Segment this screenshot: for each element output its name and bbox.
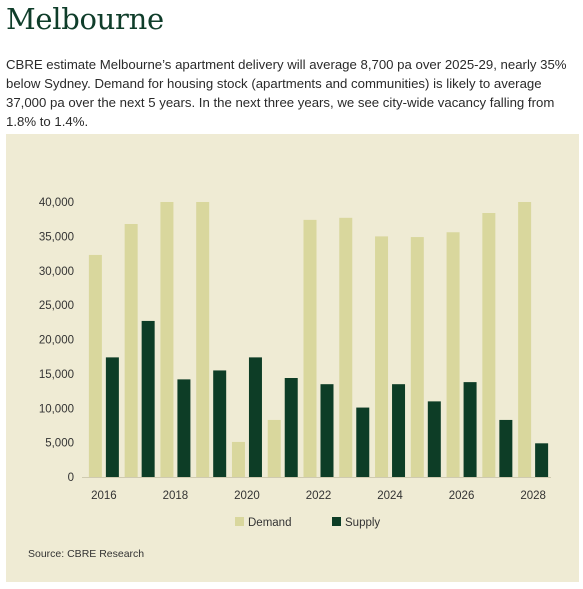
y-tick-label: 0	[68, 472, 74, 484]
y-tick-label: 40,000	[39, 197, 74, 209]
demand-bar	[124, 224, 138, 477]
x-tick-label: 2024	[377, 490, 403, 502]
supply-bar	[213, 370, 227, 477]
supply-bar	[248, 357, 262, 477]
x-tick-label: 2018	[163, 490, 189, 502]
demand-bar	[518, 202, 532, 477]
x-tick-label: 2020	[234, 490, 260, 502]
chart-panel: 0 5,000 10,000 15,000 20,000 25,000 30,000 35,0…	[6, 134, 579, 582]
y-tick-label: 5,000	[45, 438, 74, 450]
demand-bar	[160, 202, 174, 477]
supply-bar	[535, 443, 549, 477]
y-tick-label: 15,000	[39, 369, 74, 381]
x-tick-label: 2026	[449, 490, 475, 502]
supply-bar	[356, 407, 370, 477]
demand-bar	[303, 219, 317, 477]
y-tick-label: 30,000	[39, 266, 74, 278]
demand-bar	[196, 202, 210, 477]
supply-bar	[499, 419, 513, 477]
supply-bar	[427, 401, 441, 477]
y-tick-label: 25,000	[39, 300, 74, 312]
supply-bar	[320, 384, 334, 477]
supply-bar	[177, 379, 191, 477]
y-tick-label: 20,000	[39, 335, 74, 347]
intro-paragraph: CBRE estimate Melbourne’s apartment deli…	[6, 57, 567, 129]
supply-bar	[105, 357, 119, 477]
legend-label: Supply	[345, 517, 380, 529]
demand-bar	[231, 441, 245, 477]
legend-label: Demand	[248, 517, 291, 529]
x-tick-label: 2028	[520, 490, 546, 502]
chart-source: Source: CBRE Research	[28, 548, 145, 560]
demand-bar	[482, 213, 496, 477]
legend-swatch	[235, 517, 244, 526]
x-tick-label: 2016	[91, 490, 117, 502]
legend-swatch	[332, 517, 341, 526]
demand-bar	[267, 419, 281, 477]
supply-bar	[392, 384, 406, 477]
x-tick-label: 2022	[306, 490, 332, 502]
demand-bar	[446, 232, 460, 477]
bar-chart: 0 5,000 10,000 15,000 20,000 25,000 30,000 35,0…	[39, 197, 551, 529]
y-tick-label: 35,000	[39, 231, 74, 243]
y-tick-label: 10,000	[39, 403, 74, 415]
demand-bar	[410, 237, 424, 477]
supply-bar	[141, 320, 155, 477]
demand-bar	[88, 254, 102, 477]
demand-bar	[375, 236, 389, 477]
supply-bar	[463, 382, 477, 477]
demand-bar	[339, 217, 353, 477]
supply-bar	[284, 378, 298, 477]
page-title: Melbourne	[6, 2, 164, 36]
